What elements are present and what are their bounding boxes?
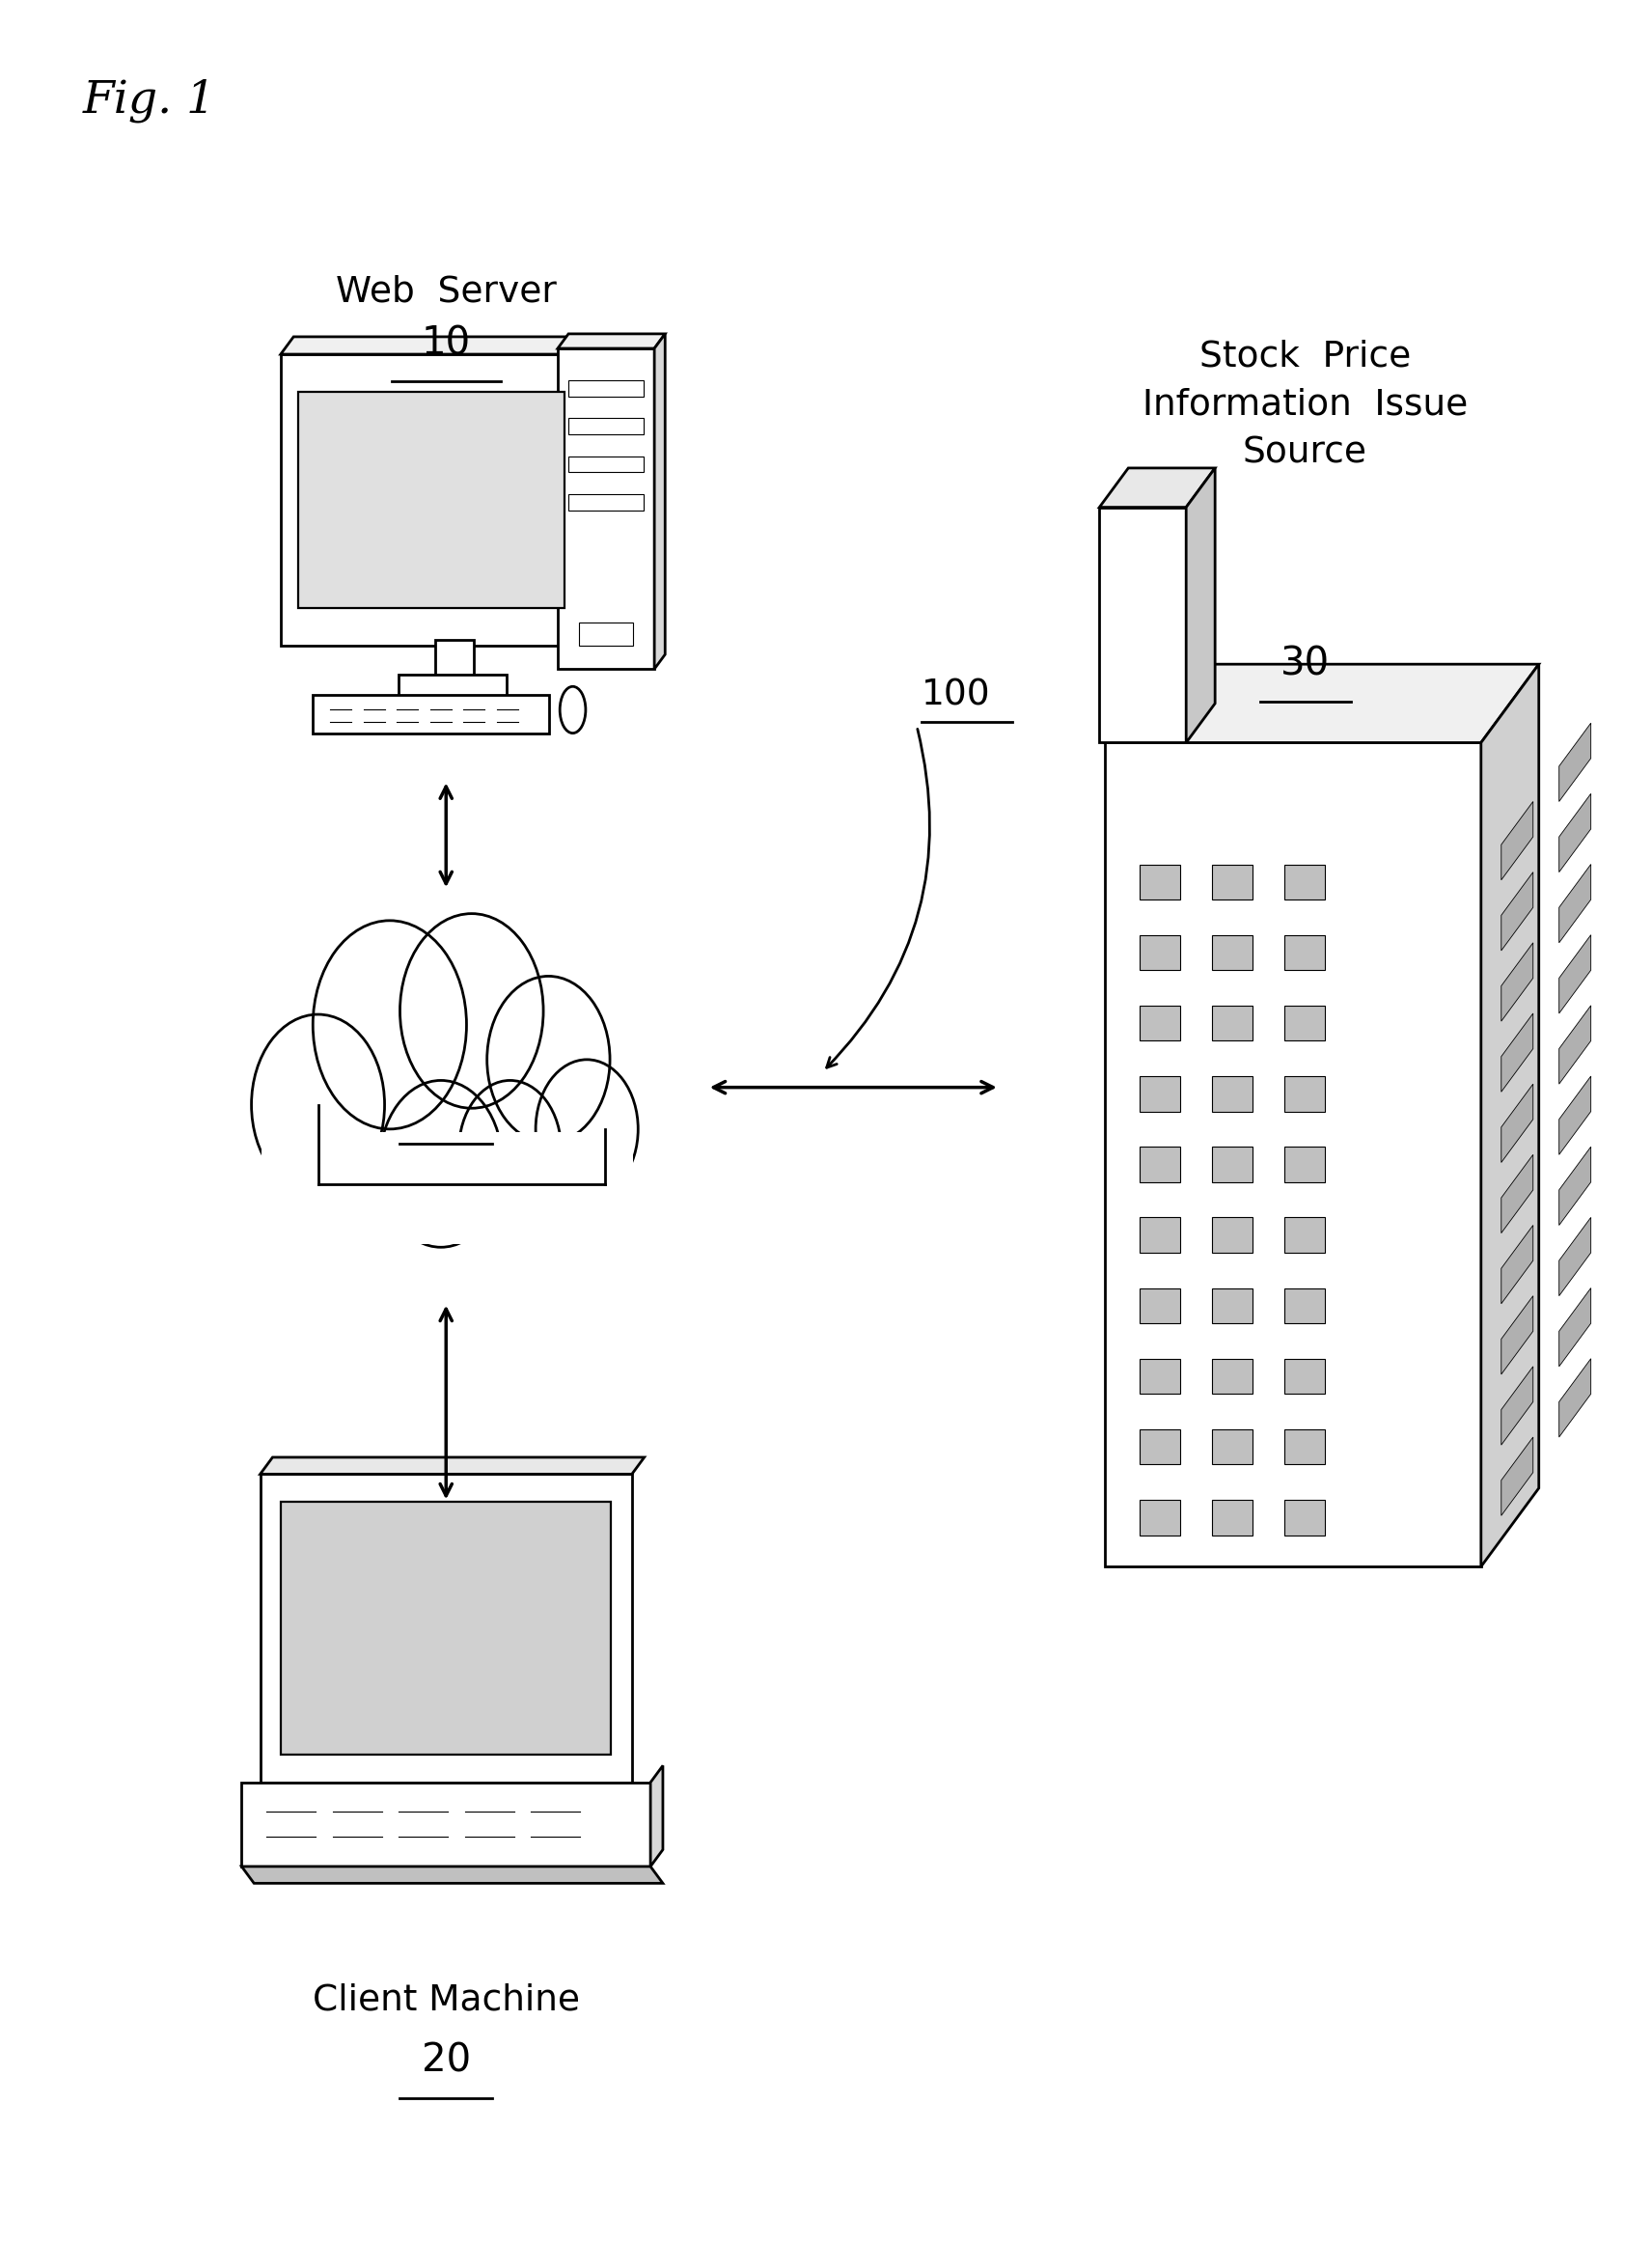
- Polygon shape: [1559, 1217, 1591, 1296]
- Polygon shape: [1502, 1085, 1533, 1161]
- Bar: [568, 493, 644, 511]
- Bar: [312, 695, 548, 733]
- Polygon shape: [558, 334, 666, 348]
- Text: Stock  Price
Information  Issue
Source: Stock Price Information Issue Source: [1143, 339, 1467, 471]
- Polygon shape: [1502, 1296, 1533, 1374]
- Polygon shape: [1502, 800, 1533, 879]
- Polygon shape: [1186, 469, 1216, 742]
- Polygon shape: [1502, 1437, 1533, 1516]
- Polygon shape: [1559, 935, 1591, 1013]
- Bar: [1285, 1430, 1325, 1464]
- Bar: [1213, 935, 1252, 971]
- Bar: [1140, 1076, 1180, 1112]
- Polygon shape: [1502, 942, 1533, 1020]
- Bar: [558, 348, 654, 668]
- Bar: [1285, 1359, 1325, 1395]
- Bar: [580, 623, 633, 646]
- Bar: [1285, 1076, 1325, 1112]
- Polygon shape: [1559, 863, 1591, 942]
- Polygon shape: [654, 334, 666, 668]
- Bar: [1213, 1287, 1252, 1323]
- Text: Fig. 1: Fig. 1: [83, 78, 216, 123]
- Bar: [241, 1782, 651, 1865]
- Bar: [1285, 1500, 1325, 1536]
- Polygon shape: [1559, 1359, 1591, 1437]
- Bar: [1285, 1004, 1325, 1040]
- Bar: [568, 457, 644, 473]
- Bar: [568, 381, 644, 397]
- Circle shape: [251, 1013, 385, 1195]
- Circle shape: [312, 921, 466, 1130]
- Bar: [1140, 863, 1180, 899]
- Polygon shape: [1100, 469, 1216, 507]
- Bar: [1285, 1287, 1325, 1323]
- Bar: [1140, 1148, 1180, 1182]
- Polygon shape: [1559, 794, 1591, 872]
- Circle shape: [487, 975, 610, 1143]
- Bar: [1140, 1500, 1180, 1536]
- Bar: [1213, 1430, 1252, 1464]
- Polygon shape: [1502, 872, 1533, 951]
- Polygon shape: [582, 336, 595, 646]
- Bar: [1140, 1217, 1180, 1253]
- Bar: [1140, 1359, 1180, 1395]
- Polygon shape: [1502, 1155, 1533, 1233]
- Bar: [1140, 1287, 1180, 1323]
- Bar: [281, 354, 582, 646]
- Bar: [1140, 1004, 1180, 1040]
- Polygon shape: [1502, 1013, 1533, 1092]
- Polygon shape: [1105, 664, 1540, 742]
- Polygon shape: [1482, 664, 1540, 1567]
- Text: Client Machine: Client Machine: [312, 1984, 580, 2018]
- Polygon shape: [1559, 722, 1591, 803]
- Polygon shape: [1559, 1004, 1591, 1085]
- Bar: [261, 1475, 633, 1782]
- Bar: [1213, 863, 1252, 899]
- Polygon shape: [241, 1865, 662, 1883]
- Bar: [1285, 1148, 1325, 1182]
- Bar: [1285, 1217, 1325, 1253]
- Bar: [297, 392, 563, 608]
- Bar: [1213, 1004, 1252, 1040]
- Bar: [1140, 1430, 1180, 1464]
- Circle shape: [459, 1081, 562, 1220]
- Polygon shape: [1559, 1076, 1591, 1155]
- Bar: [1213, 1076, 1252, 1112]
- Bar: [436, 639, 474, 682]
- Polygon shape: [1559, 1287, 1591, 1365]
- Text: 20: 20: [421, 2042, 471, 2081]
- Polygon shape: [1559, 1146, 1591, 1224]
- Polygon shape: [651, 1767, 662, 1865]
- Bar: [1105, 742, 1480, 1567]
- FancyArrowPatch shape: [826, 729, 930, 1067]
- Bar: [1140, 935, 1180, 971]
- Ellipse shape: [560, 686, 585, 733]
- Bar: [568, 419, 644, 435]
- Text: Web  Server: Web Server: [335, 276, 557, 309]
- Bar: [281, 1502, 611, 1753]
- Bar: [1213, 1217, 1252, 1253]
- Text: 100: 100: [922, 679, 991, 713]
- Bar: [1213, 1359, 1252, 1395]
- Polygon shape: [1502, 1224, 1533, 1303]
- Text: 10: 10: [421, 325, 471, 363]
- Polygon shape: [1502, 1368, 1533, 1446]
- Bar: [1213, 1148, 1252, 1182]
- Circle shape: [380, 1081, 502, 1247]
- Polygon shape: [281, 336, 595, 354]
- Bar: [1100, 507, 1186, 742]
- Text: 40: 40: [421, 1087, 471, 1125]
- Bar: [398, 675, 506, 697]
- Bar: [1285, 935, 1325, 971]
- Circle shape: [535, 1060, 638, 1199]
- Circle shape: [400, 912, 544, 1108]
- Bar: [1213, 1500, 1252, 1536]
- Bar: [261, 1132, 633, 1244]
- Polygon shape: [261, 1457, 644, 1475]
- Text: Internet: Internet: [375, 1025, 517, 1060]
- Text: 30: 30: [1280, 646, 1330, 684]
- Bar: [1285, 863, 1325, 899]
